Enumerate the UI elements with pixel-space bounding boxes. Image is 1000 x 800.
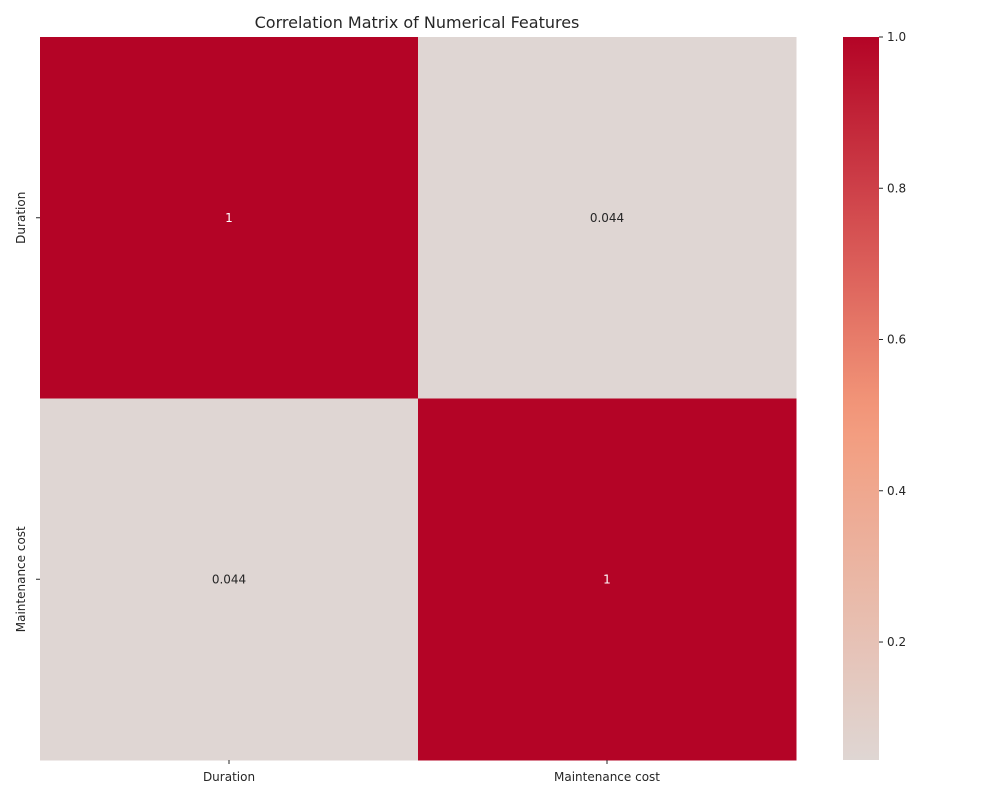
heatmap-cell: [40, 37, 419, 399]
colorbar-tick-label: 0.2: [887, 635, 906, 649]
colorbar-gradient: [843, 37, 879, 760]
x-tick-label: Duration: [203, 770, 255, 784]
chart-title: Correlation Matrix of Numerical Features: [255, 13, 580, 32]
x-tick-label: Maintenance cost: [554, 770, 660, 784]
cell-value-label: 1: [225, 211, 233, 225]
colorbar-tick-label: 0.4: [887, 484, 906, 498]
cell-value-label: 0.044: [590, 211, 624, 225]
cell-value-label: 0.044: [212, 572, 246, 586]
colorbar-tick-label: 1.0: [887, 30, 906, 44]
heatmap-cell: [418, 37, 797, 399]
y-tick-label: Duration: [14, 192, 28, 244]
y-axis: Duration Maintenance cost: [14, 192, 40, 632]
cell-value-label: 1: [603, 572, 611, 586]
x-axis: Duration Maintenance cost: [203, 760, 660, 784]
heatmap-cell: [418, 398, 797, 761]
colorbar-tick-label: 0.8: [887, 181, 906, 195]
y-tick-label: Maintenance cost: [14, 526, 28, 632]
heatmap-cells: [40, 37, 797, 761]
heatmap-cell: [40, 398, 419, 761]
colorbar-tick-label: 0.6: [887, 333, 906, 347]
colorbar: 0.2 0.4 0.6 0.8 1.0: [843, 30, 906, 760]
colorbar-ticks: 0.2 0.4 0.6 0.8 1.0: [879, 30, 906, 649]
heatmap-annotations: 1 0.044 0.044 1: [212, 211, 624, 587]
